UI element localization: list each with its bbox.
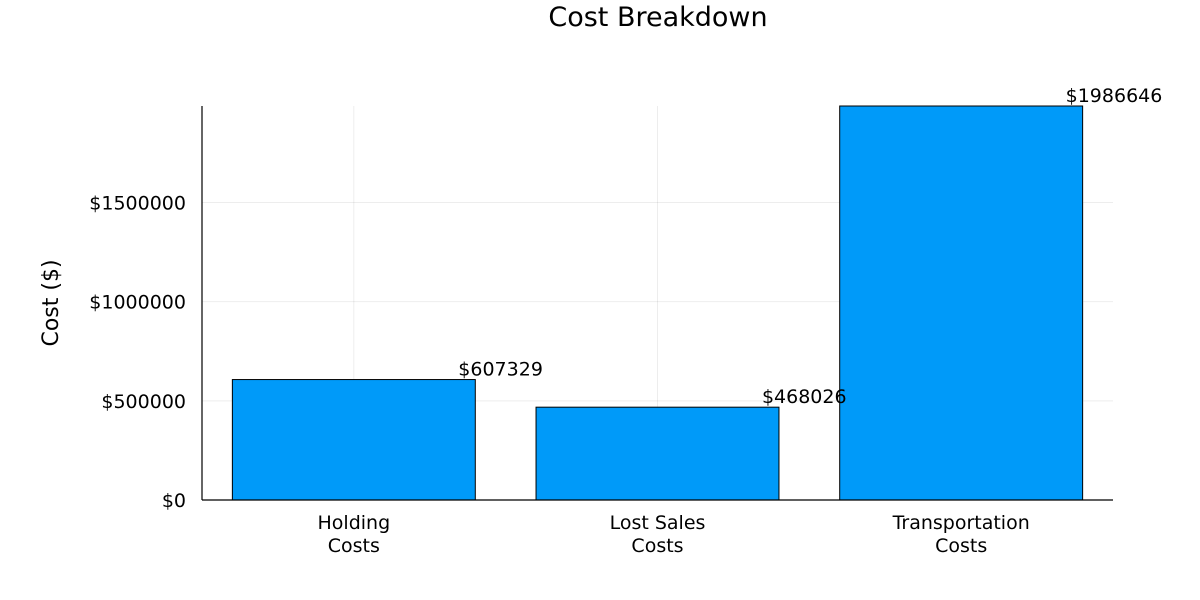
data-label: $468026 xyxy=(762,386,847,408)
data-label: $1986646 xyxy=(1066,85,1163,107)
y-tick-label: $1500000 xyxy=(89,193,186,215)
bar xyxy=(231,379,476,501)
tick-and-data-labels: $0$500000$1000000$1500000HoldingCostsLos… xyxy=(89,85,1162,557)
y-tick-label: $500000 xyxy=(101,391,186,413)
x-tick-label: Holding xyxy=(318,512,391,534)
x-tick-label: Costs xyxy=(328,535,380,557)
x-tick-label: Lost Sales xyxy=(610,512,706,534)
chart-title: Cost Breakdown xyxy=(548,2,767,33)
y-tick-label: $0 xyxy=(162,490,186,512)
axes xyxy=(201,106,1113,501)
x-tick-label: Costs xyxy=(935,535,987,557)
data-label: $607329 xyxy=(458,359,543,381)
y-tick-label: $1000000 xyxy=(89,292,186,314)
bar xyxy=(839,105,1084,501)
bar xyxy=(535,406,780,501)
x-tick-label: Transportation xyxy=(892,512,1030,534)
bars xyxy=(231,105,1084,501)
x-tick-label: Costs xyxy=(631,535,683,557)
y-axis-label: Cost ($) xyxy=(39,259,64,346)
